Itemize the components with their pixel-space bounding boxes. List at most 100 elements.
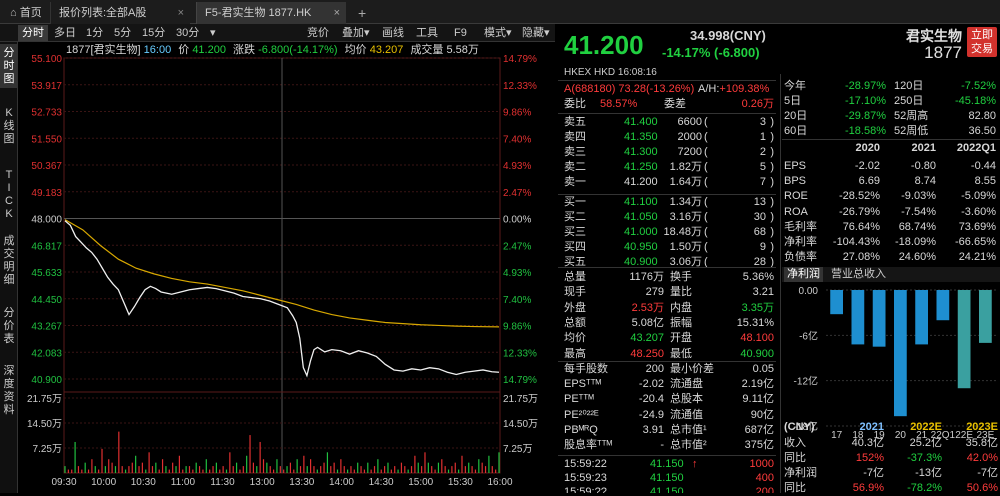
pct-tick-label: 14.79% xyxy=(503,54,537,65)
ask-row[interactable]: 卖五 41.400 6600(3) xyxy=(564,115,776,130)
stat-value: 0.05 xyxy=(752,362,774,375)
volume-tick-label: 21.75万 xyxy=(27,394,62,405)
ask-row-paren-close: ) xyxy=(770,131,774,143)
tab-bar: ⌂ 首页 报价列表:全部A股 × F5-君实生物 1877.HK × + xyxy=(0,0,1000,24)
weicha-value: 0.26万 xyxy=(741,98,774,110)
intraday-chart[interactable]: 1877[君实生物] 16:00 价 41.200 涨跌 -6.800(-14.… xyxy=(18,42,555,493)
fin-value: 24.21% xyxy=(958,251,996,264)
toolbar-multiday[interactable]: 多日 xyxy=(54,27,76,39)
ask-row[interactable]: 卖四 41.350 2000(1) xyxy=(564,130,776,145)
toolbar-1min[interactable]: 1分 xyxy=(86,27,104,39)
perf-row: 20日 -29.87% 52周高 82.80 xyxy=(784,109,998,124)
profit-bar xyxy=(894,290,907,417)
ask-row-count: 3 xyxy=(759,116,766,128)
toolbar-f9[interactable]: F9 xyxy=(454,27,467,39)
tab-home[interactable]: ⌂ 首页 xyxy=(2,2,50,24)
bid-row[interactable]: 买二 41.050 3.16万(30) xyxy=(564,210,776,225)
bid-row[interactable]: 买一 41.100 1.34万(13) xyxy=(564,195,776,210)
stat-label: 外盘 xyxy=(564,301,586,314)
toolbar-tools[interactable]: 工具 xyxy=(416,27,438,39)
stat-value: 3.91 xyxy=(642,424,664,436)
chart-header: 1877[君实生物] 16:00 价 41.200 涨跌 -6.800(-14.… xyxy=(66,43,479,57)
fin-value: 68.74% xyxy=(898,220,936,233)
tick-volume: 200 xyxy=(755,486,774,493)
bid-row-paren-open: ( xyxy=(704,226,708,238)
pct-tick-label: 4.93% xyxy=(503,268,531,279)
fc-value: -78.2% xyxy=(907,482,942,494)
toolbar-5min[interactable]: 5分 xyxy=(114,27,132,39)
side-tab-intraday[interactable]: 分时图 xyxy=(0,44,18,88)
close-icon[interactable]: × xyxy=(177,7,184,19)
stats-row: 股息率ᵀᵀᴹ - 总市值² 375亿 xyxy=(564,438,776,453)
y-tick-label: 44.450 xyxy=(31,295,62,306)
stat-label: 现手 xyxy=(564,286,586,299)
fin-header: 2020 2021 2022Q1 xyxy=(784,141,998,156)
side-tab-trades[interactable]: 成交明细 xyxy=(3,235,15,286)
tick-price: 41.150 xyxy=(650,486,684,493)
fin-row: 净利率 -104.43% -18.09% -66.65% xyxy=(784,235,998,250)
tick-list[interactable]: 15:59:22 41.150 ↑ 1000 15:59:23 41.150 4… xyxy=(558,456,778,493)
side-tab-deep-data[interactable]: 深度资料 xyxy=(3,365,15,416)
ref-price-cny: 34.998(CNY) xyxy=(690,28,766,43)
y-tick-label: 45.633 xyxy=(31,268,62,279)
fc-label: 同比 xyxy=(784,482,806,494)
fin-label: EPS xyxy=(784,160,807,172)
stat-label: 总额 xyxy=(564,316,586,329)
perf-label: 5日 xyxy=(784,95,802,107)
perf-label: 52周低 xyxy=(894,125,929,137)
y-tick-label: 50.367 xyxy=(31,161,62,172)
tab-quote-list[interactable]: 报价列表:全部A股 × xyxy=(50,2,190,24)
chevron-down-icon[interactable]: ▾ xyxy=(210,27,216,39)
ask-row[interactable]: 卖二 41.250 1.82万(5) xyxy=(564,160,776,175)
ask-row-price: 41.200 xyxy=(624,176,658,188)
pct-tick-label: 0.00% xyxy=(503,215,531,226)
new-tab-button[interactable]: + xyxy=(358,5,367,21)
fin-value: 6.69 xyxy=(858,175,880,188)
ask-row-volume: 1.82万 xyxy=(669,161,702,173)
ask-row[interactable]: 卖一 41.200 1.64万(7) xyxy=(564,175,776,190)
fin-value: -66.65% xyxy=(955,236,996,248)
toolbar-auction[interactable]: 竞价 xyxy=(307,27,329,39)
fc-value: 40.3亿 xyxy=(851,437,884,449)
close-icon[interactable]: × xyxy=(333,7,340,19)
stat-label: 开盘 xyxy=(670,332,692,345)
intraday-chart-svg: 55.100 14.79% 53.917 12.33% 52.733 9.86% 51.55… xyxy=(27,54,538,488)
profit-bar xyxy=(936,290,950,321)
quote-panel: 41.200 34.998(CNY) -14.17% (-6.800) 君实生物… xyxy=(558,24,1000,494)
tick-row: 15:59:?? 41.150 200 xyxy=(564,485,776,493)
stat-value: 687亿 xyxy=(744,424,774,436)
pct-tick-label: 9.86% xyxy=(503,322,531,333)
fin-value: 24.60% xyxy=(898,251,936,264)
y-tick-label: 40.900 xyxy=(31,375,62,386)
fin-label: ROE xyxy=(784,190,808,203)
tab-revenue[interactable]: 营业总收入 xyxy=(831,268,886,280)
ask-row[interactable]: 卖三 41.300 7200(2) xyxy=(564,145,776,160)
ask-row-label: 卖四 xyxy=(564,131,586,143)
tab-stock[interactable]: F5-君实生物 1877.HK × xyxy=(196,2,346,24)
bid-row[interactable]: 买五 40.900 3.06万(28) xyxy=(564,255,776,270)
tab-home-label: 首页 xyxy=(19,7,42,19)
bid-row[interactable]: 买三 41.000 18.48万(68) xyxy=(564,225,776,240)
bid-row[interactable]: 买四 40.950 1.50万(9) xyxy=(564,240,776,255)
stat-label: EPSᵀᵀᴹ xyxy=(564,378,602,391)
x-tick-label: 10:30 xyxy=(131,477,156,488)
toolbar-hide[interactable]: 隐藏▾ xyxy=(522,27,550,39)
weibi-row: 委比 58.57% xyxy=(564,97,637,112)
toolbar-intraday[interactable]: 分时 xyxy=(18,25,48,41)
toolbar-15min[interactable]: 15分 xyxy=(142,27,166,39)
trade-now-button[interactable]: 立即交易 xyxy=(967,27,997,57)
toolbar-overlay[interactable]: 叠加▾ xyxy=(342,27,370,39)
side-tab-price-table[interactable]: 分价表 xyxy=(3,307,15,345)
profit-x-label: 18 xyxy=(852,430,864,441)
ask-row-paren-open: ( xyxy=(704,176,708,188)
perf-label: 52周高 xyxy=(894,110,929,122)
stat-label: 流通值 xyxy=(670,408,703,421)
ask-row-price: 41.250 xyxy=(624,161,658,173)
toolbar-draw[interactable]: 画线 xyxy=(382,27,404,39)
toolbar-30min[interactable]: 30分 xyxy=(176,27,200,39)
tab-net-profit[interactable]: 净利润 xyxy=(784,267,823,282)
toolbar-mode[interactable]: 模式▾ xyxy=(484,27,512,39)
